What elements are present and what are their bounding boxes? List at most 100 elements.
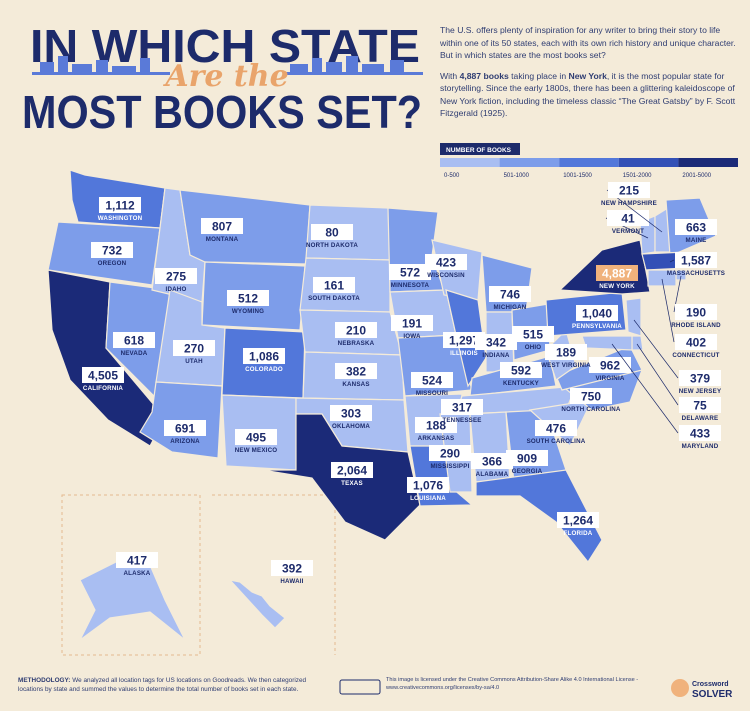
state-books: 1,297 [449,334,479,348]
value-box [313,277,355,293]
value-box [675,334,717,350]
state-name: ARKANSAS [418,435,455,442]
value-box [596,265,638,281]
state-name: SOUTH DAKOTA [308,295,360,302]
value-box [113,332,155,348]
state-books: 691 [175,422,195,436]
state-name: NEBRASKA [338,340,375,347]
state-name: VERMONT [612,228,644,235]
value-box [243,348,285,364]
state-books: 1,587 [681,254,711,268]
legend-swatch [440,158,500,167]
state-name: NEW MEXICO [235,447,278,454]
state-name: MARYLAND [682,443,719,450]
alaska-inset [61,494,201,656]
value-box [535,420,577,436]
value-box [425,254,467,270]
value-box [331,462,373,478]
state-books: 189 [556,346,576,360]
value-box [471,453,513,469]
value-box [227,290,269,306]
state-name: ILLINOIS [450,350,478,357]
state-name: WYOMING [232,308,264,315]
value-box [545,344,587,360]
state-name: NEW HAMPSHIRE [601,200,657,207]
value-box [679,370,721,386]
value-box [589,357,631,373]
legend-label: 1001-1500 [563,173,592,179]
value-box [675,304,717,320]
legend-title: NUMBER OF BOOKS [446,147,512,154]
value-box [429,445,471,461]
state-name: VIRGINIA [595,375,624,382]
value-box [675,252,717,268]
state-labels: 1,112 WASHINGTON 732 OREGON 4,505 CALIFORNIA 6… [82,182,725,585]
legend-title-bg [440,143,520,155]
value-box [99,197,141,213]
state-name: WASHINGTON [98,215,143,222]
value-box [441,399,483,415]
state-books: 807 [212,220,232,234]
state-shape [228,579,286,629]
methodology-label: METHODOLOGY: [18,677,71,684]
state-name: ALASKA [124,570,151,577]
state-books: 1,086 [249,350,279,364]
state-name: MISSISSIPPI [431,463,470,470]
state-shape [179,189,311,265]
state-books: 290 [440,447,460,461]
leader-line [661,278,675,343]
legend-label: 0-500 [444,173,460,179]
state-name: NEW JERSEY [679,388,722,395]
state-shape [625,297,642,337]
value-box [235,429,277,445]
state-books: 750 [581,390,601,404]
value-box [443,332,485,348]
state-shape [581,335,633,351]
state-name: INDIANA [482,352,510,359]
value-box [201,218,243,234]
state-books: 423 [436,256,456,270]
state-name: DELAWARE [682,415,719,422]
state-name: OKLAHOMA [332,423,370,430]
value-box [411,372,453,388]
intro: The U.S. offers plenty of inspiration fo… [440,24,742,128]
state-books: 663 [686,221,706,235]
value-box [679,425,721,441]
logo-icon [671,679,689,697]
state-books: 161 [324,279,344,293]
value-box [500,362,542,378]
title-line-2: Are the [162,59,288,94]
state-books: 592 [511,364,531,378]
state-books: 392 [282,562,302,576]
state-books: 1,076 [413,479,443,493]
state-name: NEW YORK [599,283,635,290]
state-books: 962 [600,359,620,373]
value-box [311,224,353,240]
value-box [512,326,554,342]
state-name: MAINE [686,237,707,244]
state-books: 80 [325,226,339,240]
value-box [489,286,531,302]
state-name: COLORADO [245,366,283,373]
leader-line [636,343,679,406]
state-name: NORTH CAROLINA [561,406,621,413]
state-books: 732 [102,244,122,258]
state-books: 317 [452,401,472,415]
state-books: 909 [517,452,537,466]
state-books: 402 [686,336,706,350]
state-books: 41 [621,212,635,226]
state-name: TENNESSEE [442,417,481,424]
state-name: CALIFORNIA [83,385,123,392]
state-books: 210 [346,324,366,338]
state-name: UTAH [185,358,203,365]
value-box [557,512,599,528]
state-books: 1,040 [582,307,612,321]
leader-line [611,343,679,434]
title-line-3: MOST BOOKS SET? [22,86,422,138]
value-box [391,315,433,331]
value-box [173,340,215,356]
value-box [679,397,721,413]
state-books: 417 [127,554,147,568]
